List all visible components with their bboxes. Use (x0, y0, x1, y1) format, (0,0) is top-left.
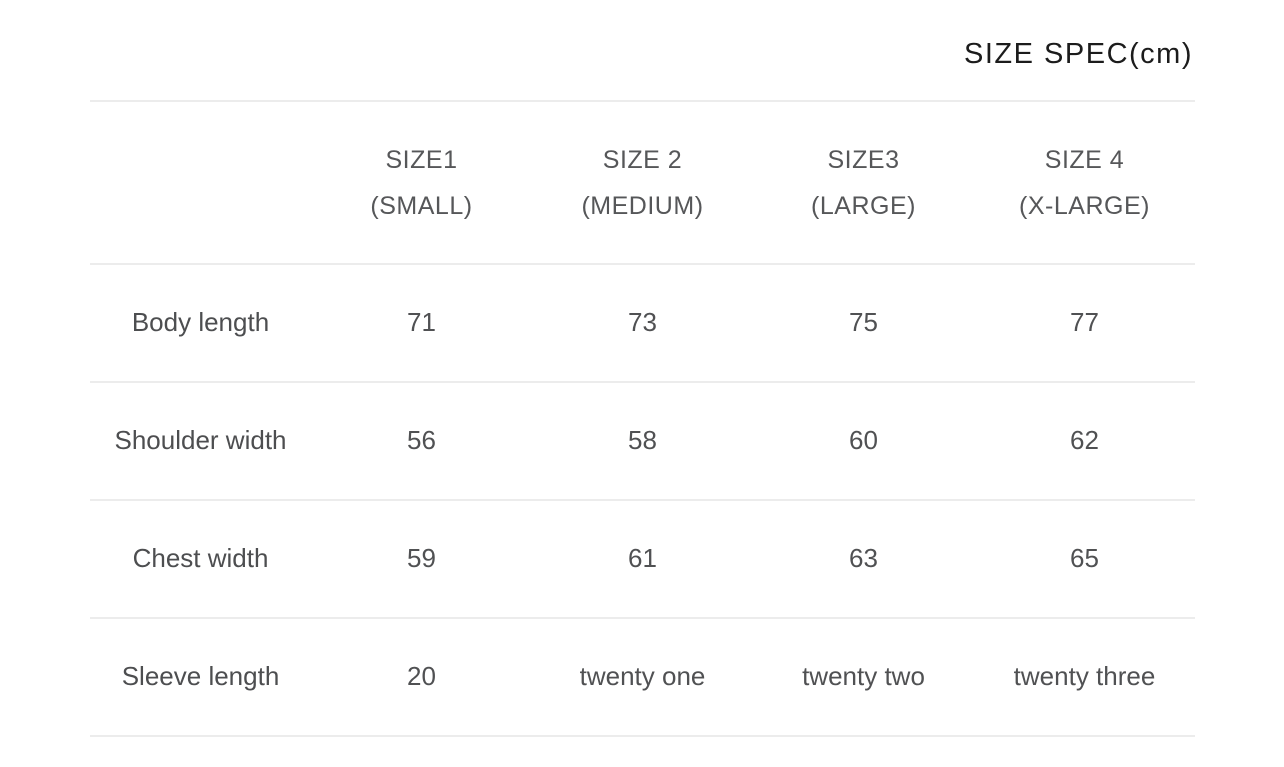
row-label-shoulder-width: Shoulder width (114, 425, 287, 456)
sleeve-length-size4: twenty three (1013, 661, 1156, 692)
chest-width-size1: 59 (407, 543, 436, 574)
shoulder-width-size2: 58 (628, 425, 657, 456)
header-size2: SIZE 2 (MEDIUM) (532, 137, 753, 229)
header-size3-name: SIZE3 (827, 145, 900, 174)
table-row-chest-width: Chest width 59 61 63 65 (90, 499, 1195, 617)
header-size3: SIZE3 (LARGE) (753, 137, 974, 229)
sleeve-length-size1: 20 (407, 661, 436, 692)
table-row-sleeve-length: Sleeve length 20 twenty one twenty two t… (90, 617, 1195, 735)
header-size4-name: SIZE 4 (1044, 145, 1125, 174)
header-size2-fit: (MEDIUM) (581, 191, 704, 220)
header-size2-name: SIZE 2 (602, 145, 683, 174)
body-length-size1: 71 (407, 307, 436, 338)
header-size3-fit: (LARGE) (811, 191, 916, 220)
chest-width-size2: 61 (628, 543, 657, 574)
table-row-shoulder-width: Shoulder width 56 58 60 62 (90, 381, 1195, 499)
body-length-size3: 75 (849, 307, 878, 338)
table-row-body-length: Body length 71 73 75 77 (90, 263, 1195, 381)
header-size4-fit: (X-LARGE) (1019, 191, 1150, 220)
header-size1-name: SIZE1 (385, 145, 458, 174)
body-length-size2: 73 (628, 307, 657, 338)
row-label-body-length: Body length (131, 307, 270, 338)
row-label-chest-width: Chest width (132, 543, 269, 574)
shoulder-width-size1: 56 (407, 425, 436, 456)
body-length-size4: 77 (1070, 307, 1099, 338)
sleeve-length-size2: twenty one (579, 661, 706, 692)
header-size1: SIZE1 (SMALL) (311, 137, 532, 229)
header-size1-fit: (SMALL) (370, 191, 473, 220)
shoulder-width-size3: 60 (849, 425, 878, 456)
page-title: SIZE SPEC(cm) (964, 38, 1193, 70)
size-spec-table: SIZE1 (SMALL) SIZE 2 (MEDIUM) SIZE3 (LAR… (90, 100, 1195, 737)
row-label-sleeve-length: Sleeve length (121, 661, 280, 692)
chest-width-size3: 63 (849, 543, 878, 574)
table-header-row: SIZE1 (SMALL) SIZE 2 (MEDIUM) SIZE3 (LAR… (90, 100, 1195, 263)
sleeve-length-size3: twenty two (802, 661, 925, 692)
chest-width-size4: 65 (1070, 543, 1099, 574)
shoulder-width-size4: 62 (1070, 425, 1099, 456)
header-size4: SIZE 4 (X-LARGE) (974, 137, 1195, 229)
